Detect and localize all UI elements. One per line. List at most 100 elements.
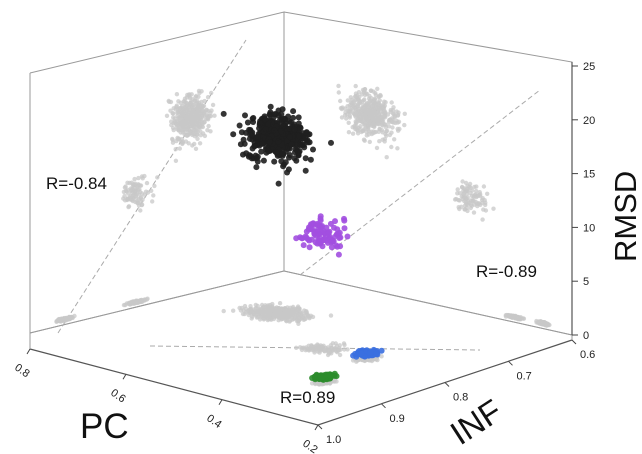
projection-point (372, 114, 377, 119)
projection-point (189, 92, 194, 97)
projection-point (70, 315, 75, 321)
projection-point (129, 190, 135, 196)
data-point-series-1 (240, 151, 246, 158)
projection-point (308, 345, 314, 350)
projection-point (144, 180, 150, 186)
data-point-series-1 (251, 143, 258, 150)
inf-tick-label: 1.0 (326, 434, 341, 446)
data-point-series-1 (286, 152, 293, 158)
projection-point (193, 94, 198, 100)
data-point-series-1 (288, 119, 294, 126)
data-point-series-4 (311, 373, 318, 380)
projection-point (199, 89, 204, 94)
projection-point (361, 137, 367, 142)
pc-tick-label: 0.6 (108, 387, 127, 406)
data-point-series-1 (299, 141, 306, 148)
projection-point (199, 124, 204, 129)
projection-point (383, 100, 388, 105)
projection-point (353, 110, 359, 116)
projection-point (126, 204, 132, 209)
projection-point (246, 312, 252, 318)
data-point-series-1 (275, 138, 282, 145)
projection-point (188, 123, 193, 128)
projection-point (255, 303, 260, 309)
data-point-series-2 (341, 225, 348, 232)
inf-tick-label: 0.6 (580, 349, 595, 361)
projection-point (336, 90, 341, 95)
projection-point (184, 108, 189, 113)
projection-point (351, 100, 356, 106)
projection-point (461, 192, 466, 197)
projection-point (142, 173, 147, 179)
projection-point (133, 193, 138, 199)
data-point-series-1 (267, 103, 274, 110)
projection-point (366, 120, 372, 125)
projection-point (374, 357, 379, 362)
projection-point (272, 312, 277, 317)
projection-point (209, 90, 214, 96)
projection-point (136, 299, 141, 304)
data-point-series-3 (373, 351, 380, 358)
annotation-pc-inf: R=0.89 (280, 388, 335, 407)
projection-point (304, 345, 309, 350)
projection-point (455, 187, 460, 192)
data-point-series-1 (295, 114, 302, 121)
projection-point (197, 141, 203, 146)
projection-point (67, 315, 72, 321)
projection-point (193, 146, 199, 151)
projection-point (366, 115, 371, 120)
projection-point (241, 308, 246, 313)
inf-tick-mark (571, 339, 577, 345)
data-point-series-4 (327, 373, 334, 379)
data-point-series-1 (240, 136, 247, 143)
inf-tick-mark (444, 382, 450, 387)
projection-point (206, 123, 211, 129)
projection-point (377, 98, 382, 103)
projection-point (358, 118, 363, 123)
projection-point (456, 205, 461, 210)
projection-point (369, 104, 375, 109)
data-point-series-1 (273, 149, 280, 156)
projection-point (196, 106, 201, 111)
projection-point (378, 92, 383, 98)
pc-tick-mark (122, 374, 127, 380)
projection-point (353, 83, 358, 89)
projection-point (481, 184, 487, 189)
projection-point (452, 197, 458, 202)
projection-point (198, 129, 203, 134)
projection-point (457, 198, 462, 203)
projection-point (357, 94, 362, 100)
projection-point (296, 321, 301, 326)
projection-point (352, 94, 358, 100)
projection-point (192, 141, 197, 147)
projection-point (132, 176, 137, 182)
projection-point (543, 321, 548, 326)
projection-point (380, 137, 385, 142)
projection-point (347, 103, 353, 108)
pc-tick-label: 0.2 (300, 438, 319, 454)
data-point-series-2 (341, 217, 348, 224)
projection-point (376, 122, 381, 127)
projection-point (348, 95, 353, 100)
projection-point (371, 129, 376, 134)
data-point-series-1 (271, 111, 278, 118)
projection-point (185, 92, 190, 98)
data-point-series-2 (331, 224, 337, 231)
projection-point (138, 208, 143, 213)
projection-point (336, 348, 342, 353)
data-point-series-1 (230, 131, 237, 138)
data-point-series-2 (326, 228, 333, 235)
projection-point (465, 188, 471, 193)
projection-point (468, 205, 473, 211)
projection-point (185, 113, 190, 118)
projection-point (369, 108, 375, 114)
rmsd-tick-label: 20 (583, 115, 595, 127)
data-point-series-1 (286, 125, 293, 132)
projection-point (317, 348, 323, 353)
projection-point (315, 344, 321, 349)
projection-point (471, 198, 476, 204)
projection-point (483, 202, 488, 208)
projection-point (389, 130, 394, 135)
data-point-series-1 (254, 133, 261, 140)
projection-point (353, 119, 358, 124)
